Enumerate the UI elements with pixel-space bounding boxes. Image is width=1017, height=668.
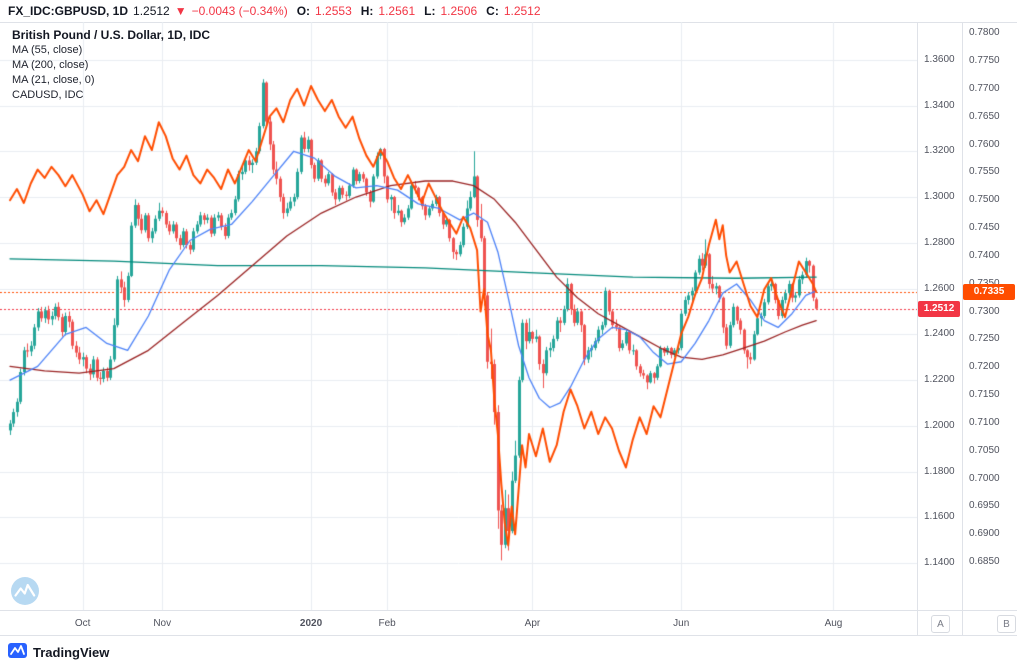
cadusd-tick: 0.7050 — [969, 444, 1000, 456]
cadusd-tick: 0.7100 — [969, 416, 1000, 428]
price-scale-cadusd[interactable]: 0.7800 0.7750 0.7700 0.7650 0.7600 0.7550 0.75… — [962, 22, 1017, 610]
scale-separator-2 — [962, 22, 963, 636]
scale-b-button[interactable]: B — [997, 615, 1016, 633]
change-value: −0.0043 (−0.34%) — [191, 4, 288, 18]
cadusd-tick: 0.7750 — [969, 54, 1000, 66]
legend-ma55[interactable]: MA (55, close) — [12, 44, 83, 56]
gbpusd-tick: 1.2600 — [924, 282, 955, 294]
low-label: L: — [424, 4, 436, 18]
scale-separator-1 — [917, 22, 918, 636]
legend-main-series[interactable]: British Pound / U.S. Dollar, 1D, IDC — [12, 28, 211, 42]
cadusd-tick: 0.7550 — [969, 166, 1000, 178]
time-label-oct: Oct — [74, 618, 91, 629]
chart-legend: British Pound / U.S. Dollar, 1D, IDC MA … — [12, 28, 210, 103]
last-price: 1.2512 — [133, 4, 170, 18]
time-label-2020: 2020 — [299, 618, 323, 629]
gbpusd-tick: 1.2000 — [924, 419, 955, 431]
close-value: 1.2512 — [503, 4, 541, 18]
close-label: C: — [486, 4, 499, 18]
gbpusd-tick: 1.2400 — [924, 328, 955, 340]
time-axis[interactable]: Oct Nov 2020 Feb Apr Jun Aug — [0, 610, 917, 636]
high-value: 1.2561 — [378, 4, 416, 18]
open-label: O: — [296, 4, 311, 18]
change-direction-icon: ▼ — [174, 4, 187, 18]
time-label-nov: Nov — [153, 618, 172, 629]
symbol-title[interactable]: FX_IDC:GBPUSD, 1D — [8, 4, 129, 18]
cadusd-tick: 0.6850 — [969, 556, 1000, 568]
price-scale-gbpusd[interactable]: 1.3600 1.3400 1.3200 1.3000 1.2800 1.2600 1.24… — [917, 22, 962, 610]
gbpusd-tick: 1.1600 — [924, 511, 955, 523]
gbpusd-tick: 1.3600 — [924, 53, 955, 65]
symbol-header: FX_IDC:GBPUSD, 1D 1.2512 ▼ −0.0043 (−0.3… — [0, 0, 1017, 22]
open-value: 1.2553 — [315, 4, 352, 18]
cadusd-tick: 0.7600 — [969, 138, 1000, 150]
scale-a-button[interactable]: A — [931, 615, 950, 633]
cadusd-tick: 0.7000 — [969, 472, 1000, 484]
tradingview-watermark-icon[interactable] — [10, 576, 40, 611]
cadusd-tick: 0.7500 — [969, 194, 1000, 206]
tradingview-logo[interactable] — [8, 642, 27, 663]
cadusd-tick: 0.7400 — [969, 249, 1000, 261]
gbpusd-tick: 1.3000 — [924, 191, 955, 203]
gbpusd-last-price-badge: 1.2512 — [918, 300, 960, 317]
gbpusd-tick: 1.1800 — [924, 465, 955, 477]
footer: TradingView — [0, 637, 1017, 668]
gbpusd-tick: 1.1400 — [924, 557, 955, 569]
time-label-jun: Jun — [673, 618, 690, 629]
time-label-feb: Feb — [378, 618, 396, 629]
cadusd-tick: 0.7700 — [969, 82, 1000, 94]
cadusd-tick: 0.7800 — [969, 27, 1000, 39]
time-label-apr: Apr — [524, 618, 541, 629]
time-label-aug: Aug — [824, 618, 843, 629]
gbpusd-tick: 1.3200 — [924, 145, 955, 157]
cadusd-tick: 0.6900 — [969, 528, 1000, 540]
chart-canvas[interactable] — [0, 22, 917, 610]
brand-name[interactable]: TradingView — [33, 645, 110, 660]
cadusd-tick: 0.7250 — [969, 333, 1000, 345]
cadusd-tick: 0.7150 — [969, 389, 1000, 401]
gbpusd-tick: 1.2800 — [924, 236, 955, 248]
cadusd-tick: 0.7650 — [969, 110, 1000, 122]
cadusd-tick: 0.7450 — [969, 222, 1000, 234]
legend-cadusd[interactable]: CADUSD, IDC — [12, 89, 84, 101]
time-axis-separator — [0, 610, 1017, 611]
gbpusd-tick: 1.3400 — [924, 99, 955, 111]
gbpusd-tick: 1.2200 — [924, 374, 955, 386]
low-value: 1.2506 — [440, 4, 478, 18]
legend-ma21[interactable]: MA (21, close, 0) — [12, 74, 95, 86]
cadusd-tick: 0.7200 — [969, 361, 1000, 373]
legend-ma200[interactable]: MA (200, close) — [12, 59, 89, 71]
high-label: H: — [360, 4, 374, 18]
cadusd-last-price-badge: 0.7335 — [963, 284, 1015, 301]
cadusd-tick: 0.7350 — [969, 278, 1000, 290]
cadusd-tick: 0.6950 — [969, 500, 1000, 512]
cadusd-tick: 0.7300 — [969, 305, 1000, 317]
